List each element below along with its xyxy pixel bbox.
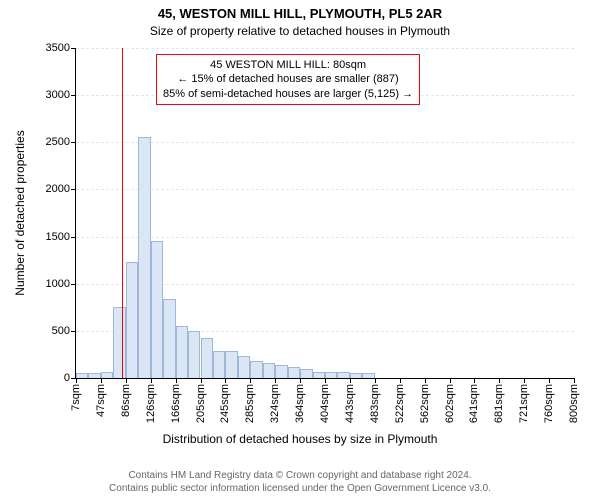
x-tick-label: 562sqm	[419, 384, 431, 423]
x-tick-label: 483sqm	[369, 384, 381, 423]
histogram-bar	[101, 372, 113, 378]
y-tick-label: 1000	[46, 278, 76, 290]
x-tick-label: 47sqm	[95, 384, 107, 417]
x-tick	[375, 378, 376, 383]
y-tick-label: 3000	[46, 89, 76, 101]
histogram-bar	[350, 373, 362, 378]
histogram-bar	[325, 372, 337, 378]
annotation-box: 45 WESTON MILL HILL: 80sqm← 15% of detac…	[156, 54, 420, 105]
x-tick-label: 166sqm	[170, 384, 182, 423]
reference-line	[122, 48, 123, 378]
x-tick-label: 641sqm	[468, 384, 480, 423]
y-tick-label: 0	[64, 372, 76, 384]
x-tick-label: 522sqm	[394, 384, 406, 423]
gridline	[76, 237, 574, 238]
histogram-bar	[113, 307, 125, 378]
histogram-bar	[275, 365, 287, 378]
plot-area: 05001000150020002500300035007sqm47sqm86s…	[75, 48, 574, 379]
x-tick-label: 7sqm	[70, 384, 82, 411]
histogram-bar	[176, 326, 188, 378]
annotation-line: ← 15% of detached houses are smaller (88…	[163, 72, 413, 86]
x-tick-label: 86sqm	[120, 384, 132, 417]
histogram-bar	[288, 367, 300, 378]
histogram-bar	[225, 351, 237, 378]
x-tick-label: 602sqm	[444, 384, 456, 423]
y-tick-label: 500	[52, 325, 76, 337]
annotation-line: 85% of semi-detached houses are larger (…	[163, 87, 413, 101]
histogram-bar	[76, 373, 88, 378]
x-tick-label: 126sqm	[145, 384, 157, 423]
x-tick	[126, 378, 127, 383]
y-axis-label: Number of detached properties	[13, 130, 27, 295]
histogram-bar	[163, 299, 175, 378]
gridline	[76, 142, 574, 143]
title-line-2: Size of property relative to detached ho…	[0, 24, 600, 38]
histogram-bar	[313, 372, 325, 378]
x-tick-label: 205sqm	[195, 384, 207, 423]
histogram-bar	[263, 363, 275, 378]
x-axis-label: Distribution of detached houses by size …	[0, 432, 600, 446]
x-tick-label: 324sqm	[269, 384, 281, 423]
x-tick	[201, 378, 202, 383]
histogram-bar	[201, 338, 213, 378]
x-tick-label: 285sqm	[244, 384, 256, 423]
x-tick	[225, 378, 226, 383]
histogram-bar	[188, 331, 200, 378]
x-tick-label: 364sqm	[294, 384, 306, 423]
x-tick	[400, 378, 401, 383]
x-tick-label: 721sqm	[518, 384, 530, 423]
x-tick-label: 681sqm	[493, 384, 505, 423]
histogram-bar	[213, 351, 225, 378]
x-tick	[499, 378, 500, 383]
histogram-bar	[362, 373, 374, 378]
x-tick-label: 800sqm	[568, 384, 580, 423]
x-tick	[101, 378, 102, 383]
histogram-bar	[250, 361, 262, 378]
x-tick	[250, 378, 251, 383]
chart-container: { "chart": { "type": "histogram", "title…	[0, 0, 600, 500]
x-tick	[275, 378, 276, 383]
x-tick-label: 404sqm	[319, 384, 331, 423]
y-tick-label: 1500	[46, 231, 76, 243]
x-tick	[325, 378, 326, 383]
histogram-bar	[126, 262, 138, 378]
histogram-bar	[337, 372, 349, 378]
x-tick-label: 443sqm	[344, 384, 356, 423]
x-tick-label: 245sqm	[219, 384, 231, 423]
y-tick-label: 3500	[46, 42, 76, 54]
x-tick	[524, 378, 525, 383]
gridline	[76, 48, 574, 49]
footer-line-1: Contains HM Land Registry data © Crown c…	[0, 470, 600, 481]
x-tick	[425, 378, 426, 383]
x-tick	[300, 378, 301, 383]
y-tick-label: 2000	[46, 183, 76, 195]
footer-line-2: Contains public sector information licen…	[0, 483, 600, 494]
x-tick	[549, 378, 550, 383]
x-tick	[450, 378, 451, 383]
x-tick	[76, 378, 77, 383]
x-tick	[574, 378, 575, 383]
histogram-bar	[238, 356, 250, 378]
histogram-bar	[138, 137, 150, 378]
x-tick-label: 760sqm	[543, 384, 555, 423]
histogram-bar	[88, 373, 100, 378]
histogram-bar	[300, 369, 312, 378]
annotation-line: 45 WESTON MILL HILL: 80sqm	[163, 58, 413, 72]
x-tick	[474, 378, 475, 383]
x-tick	[176, 378, 177, 383]
gridline	[76, 189, 574, 190]
x-tick	[151, 378, 152, 383]
histogram-bar	[151, 241, 163, 378]
x-tick	[350, 378, 351, 383]
y-tick-label: 2500	[46, 136, 76, 148]
title-line-1: 45, WESTON MILL HILL, PLYMOUTH, PL5 2AR	[0, 6, 600, 21]
